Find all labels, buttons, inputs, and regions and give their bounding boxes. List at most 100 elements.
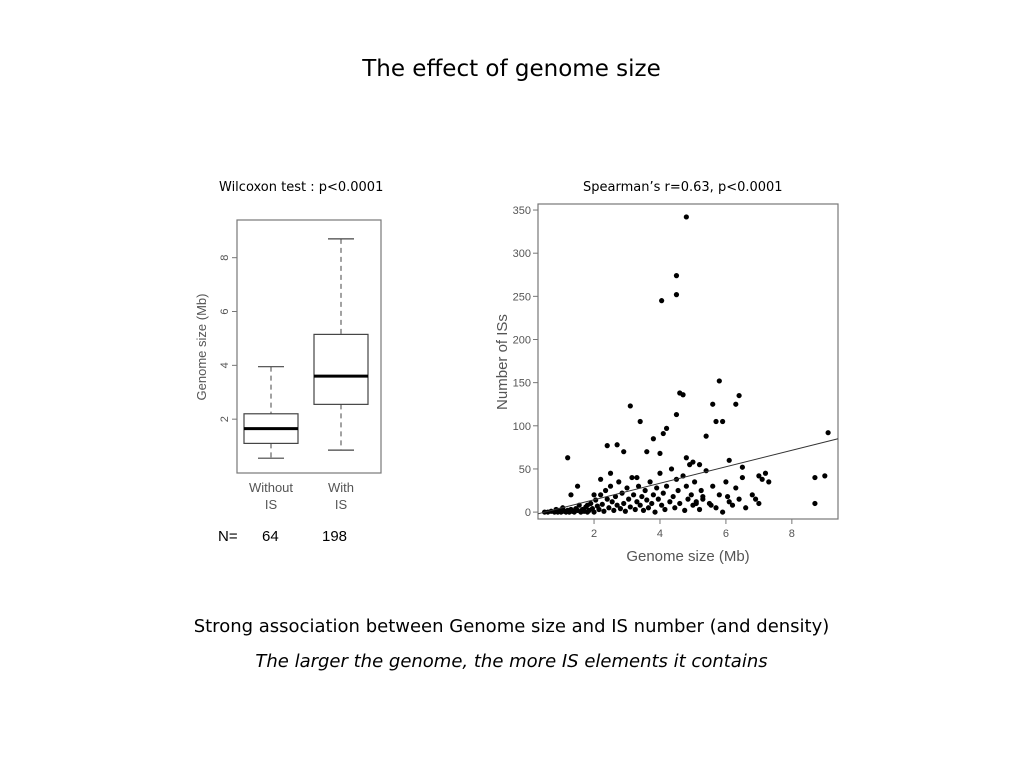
scatter-point-64 — [650, 492, 656, 498]
scatter-point-47 — [622, 508, 628, 514]
scatter-point-97 — [720, 509, 726, 515]
scatter-point-61 — [645, 505, 652, 511]
scatter-point-42 — [614, 502, 620, 508]
scatter-point-156 — [724, 493, 731, 500]
scatter-point-58 — [640, 507, 647, 513]
n-count-without-is: 64 — [262, 528, 279, 545]
scatter-point-124 — [657, 450, 663, 457]
scatter-point-54 — [634, 499, 640, 505]
scatter-point-40 — [611, 507, 617, 513]
caption-association: Strong association between Genome size a… — [193, 616, 830, 637]
scatter-point-70 — [660, 490, 666, 496]
scatter-point-96 — [716, 492, 722, 498]
scatter-point-147 — [825, 430, 831, 436]
scatter-point-141 — [739, 464, 745, 470]
scatter-point-126 — [663, 425, 670, 431]
scatter-point-144 — [812, 474, 818, 481]
boxplot-category-label-2-line-1: With — [328, 480, 354, 495]
scatter-point-71 — [662, 506, 668, 513]
scatter-point-76 — [672, 505, 678, 511]
scatter-point-99 — [726, 499, 732, 505]
scatter-point-28 — [591, 509, 597, 515]
scatter-point-100 — [729, 502, 736, 508]
scatter-point-52 — [631, 492, 637, 498]
boxplot-category-label-1-line-1: Without — [249, 480, 293, 495]
scatter-point-135 — [713, 418, 719, 425]
scatter-point-102 — [736, 496, 742, 502]
scatter-y-axis-label: Number of ISs — [494, 314, 511, 410]
scatter-point-155 — [708, 502, 714, 508]
caption-conclusion: The larger the genome, the more IS eleme… — [255, 651, 768, 672]
n-prefix-label: N= — [218, 528, 238, 545]
scatter-point-149 — [673, 273, 680, 279]
scatter-y-tick-label-8: 350 — [513, 205, 531, 217]
scatter-point-101 — [733, 485, 739, 491]
scatter-point-87 — [691, 479, 698, 485]
scatter-point-31 — [596, 506, 602, 513]
scatter-point-82 — [683, 483, 689, 489]
scatter-point-36 — [604, 496, 610, 502]
scatter-point-49 — [626, 496, 632, 502]
boxplot-box-2 — [313, 333, 369, 405]
scatter-y-tick-label-7: 300 — [513, 248, 531, 260]
scatter-point-107 — [762, 470, 769, 476]
scatter-point-133 — [703, 433, 709, 439]
scatter-y-tick-label-1: 0 — [525, 507, 531, 519]
scatter-point-106 — [756, 500, 762, 507]
scatter-point-113 — [591, 492, 597, 498]
scatter-point-67 — [655, 496, 661, 502]
scatter-point-150 — [673, 292, 680, 298]
scatter-point-74 — [668, 466, 675, 472]
scatter-point-117 — [614, 442, 620, 448]
scatter-frame — [537, 203, 839, 520]
scatter-point-68 — [657, 470, 663, 476]
scatter-point-134 — [710, 401, 716, 407]
scatter-point-56 — [637, 502, 643, 508]
scatter-point-78 — [675, 487, 681, 494]
scatter-point-103 — [739, 474, 745, 481]
scatter-point-108 — [766, 479, 772, 485]
scatter-point-59 — [642, 487, 648, 494]
scatter-point-50 — [627, 504, 633, 510]
boxplot-y-axis-label: Genome size (Mb) — [194, 294, 209, 401]
scatter-x-tick-label-3: 6 — [723, 528, 729, 540]
scatter-point-145 — [812, 500, 818, 507]
scatter-point-143 — [759, 476, 765, 482]
scatter-point-109 — [565, 455, 571, 461]
scatter-point-89 — [696, 506, 703, 513]
scatter-point-139 — [733, 401, 739, 407]
boxplot-y-tick-label-4: 8 — [219, 255, 231, 261]
scatter-point-122 — [644, 449, 650, 455]
scatter-point-127 — [673, 411, 680, 418]
scatter-point-111 — [574, 483, 581, 489]
scatter-point-57 — [639, 493, 645, 500]
scatter-point-37 — [606, 505, 612, 511]
slide-title: The effect of genome size — [362, 56, 661, 82]
scatter-y-tick-label-4: 150 — [513, 378, 531, 390]
scatter-point-79 — [677, 500, 683, 507]
scatter-point-112 — [584, 502, 591, 508]
scatter-point-137 — [720, 418, 726, 425]
scatter-y-tick-label-3: 100 — [513, 421, 531, 433]
scatter-point-66 — [654, 485, 660, 491]
scatter-point-131 — [690, 459, 696, 465]
scatter-point-69 — [659, 502, 665, 508]
scatter-point-85 — [688, 492, 694, 498]
scatter-point-53 — [632, 506, 638, 513]
scatter-point-142 — [756, 473, 762, 479]
n-count-with-is: 198 — [322, 528, 348, 545]
scatter-point-43 — [616, 479, 622, 485]
scatter-point-35 — [602, 487, 609, 494]
scatter-point-46 — [621, 500, 627, 507]
scatter-x-tick-label-4: 8 — [789, 528, 795, 540]
scatter-point-118 — [621, 449, 627, 455]
scatter-point-129 — [680, 392, 686, 398]
scatter-point-121 — [637, 418, 643, 425]
scatter-y-tick-label-2: 50 — [519, 464, 531, 476]
scatter-point-39 — [609, 499, 615, 505]
boxplot-frame — [236, 219, 382, 474]
scatter-point-146 — [822, 473, 828, 479]
scatter-point-119 — [627, 403, 633, 409]
boxplot-y-tick-label-1: 2 — [219, 416, 231, 422]
